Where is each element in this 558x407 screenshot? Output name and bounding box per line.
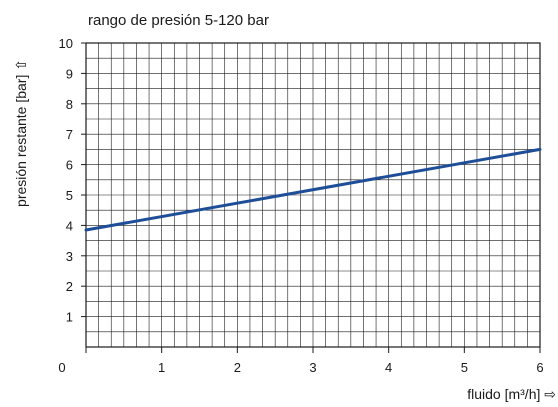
x-tick-label: 1 (158, 360, 165, 375)
y-axis-label: presión restante [bar] ⇧ (13, 59, 29, 207)
y-tick-label: 8 (66, 97, 73, 112)
y-tick-label: 4 (66, 218, 73, 233)
series-lines (84, 147, 542, 232)
y-tick-label: 7 (66, 127, 73, 142)
x-axis-label: fluido [m³/h] ⇨ (467, 386, 556, 402)
series-line (84, 147, 542, 232)
grid-lines (86, 43, 540, 347)
x-tick-label: 3 (309, 360, 316, 375)
y-tick-label: 1 (66, 310, 73, 325)
x-tick-label: 6 (536, 360, 543, 375)
x-tick-label: 5 (461, 360, 468, 375)
x-tick-label: 2 (234, 360, 241, 375)
x-tick-label: 0 (58, 360, 65, 375)
y-tick-label: 5 (66, 188, 73, 203)
x-tick-label: 4 (385, 360, 392, 375)
y-tick-label: 9 (66, 66, 73, 81)
chart-title: rango de presión 5-120 bar (88, 12, 269, 29)
x-tick-labels: 0 1 2 3 4 5 6 (58, 360, 543, 375)
y-tick-labels: 1 2 3 4 5 6 7 8 9 10 (59, 36, 73, 325)
y-tick-label: 10 (59, 36, 73, 51)
y-tick-label: 2 (66, 279, 73, 294)
axis-ticks (81, 42, 541, 353)
y-tick-label: 6 (66, 158, 73, 173)
y-tick-label: 3 (66, 249, 73, 264)
